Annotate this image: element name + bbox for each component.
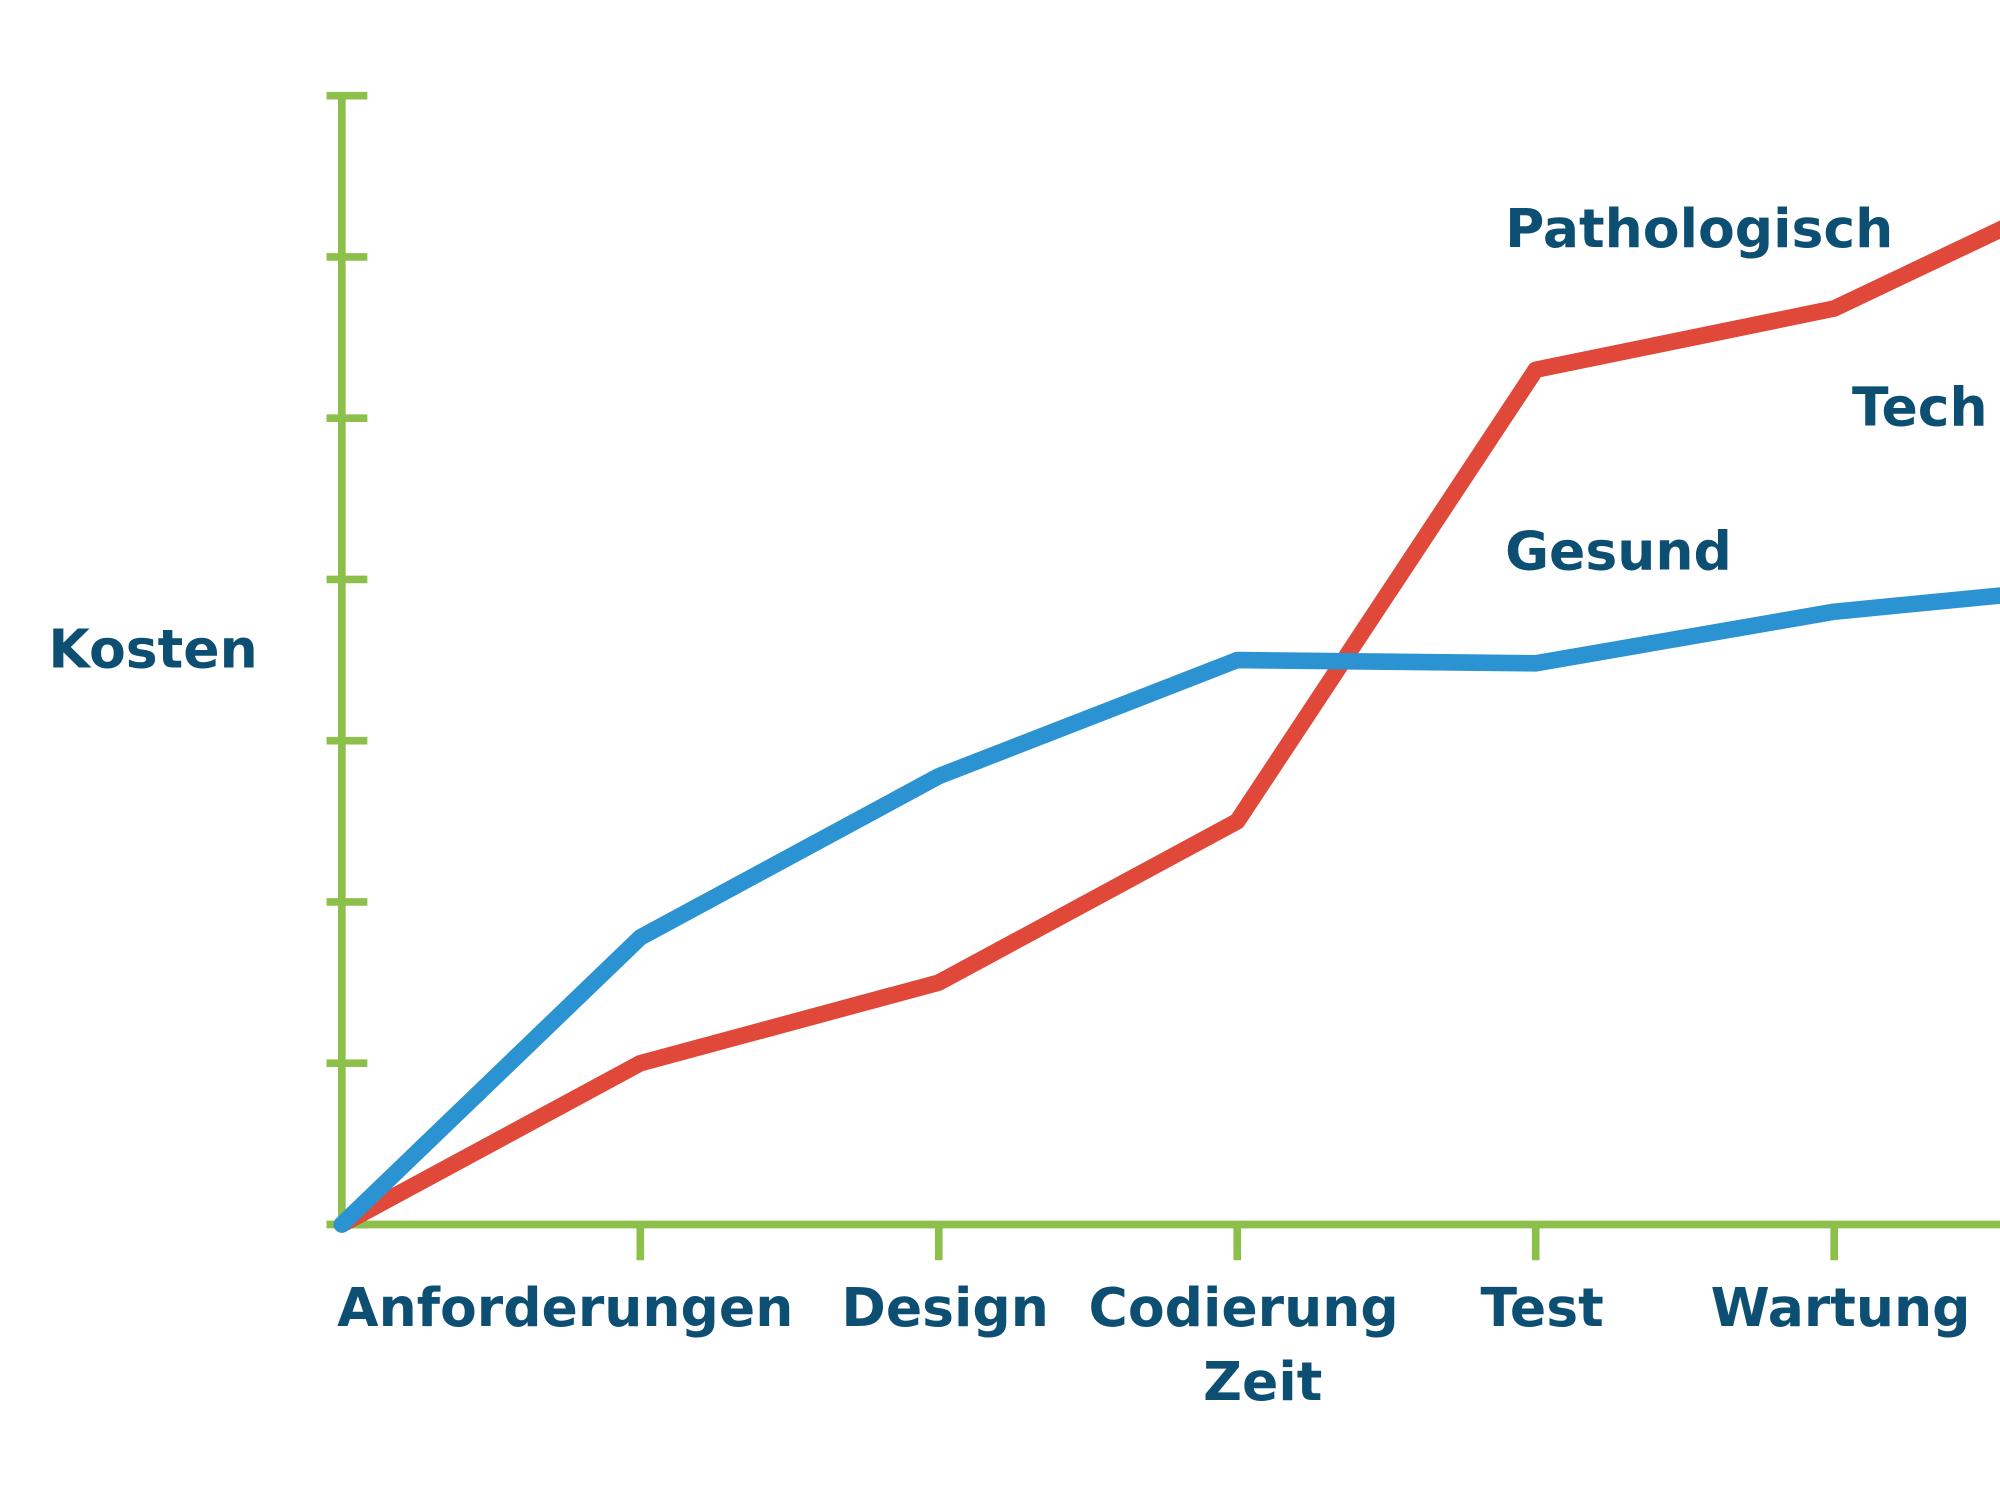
- annotation: Tech: [1852, 375, 1988, 438]
- series-label: Pathologisch: [1505, 197, 1893, 260]
- series-line: [333, 220, 2000, 1233]
- x-tick-label: Codierung: [1089, 1276, 1399, 1339]
- series-label: Gesund: [1505, 519, 1732, 582]
- y-axis-label: Kosten: [48, 618, 257, 681]
- x-axis-label: Zeit: [1203, 1350, 1322, 1413]
- x-tick-label: Design: [841, 1276, 1049, 1339]
- x-tick-label: Anforderungen: [337, 1276, 793, 1339]
- series-line: [333, 587, 2000, 1233]
- x-tick-label: Wartung: [1711, 1276, 1971, 1339]
- x-tick-label: Test: [1480, 1276, 1603, 1339]
